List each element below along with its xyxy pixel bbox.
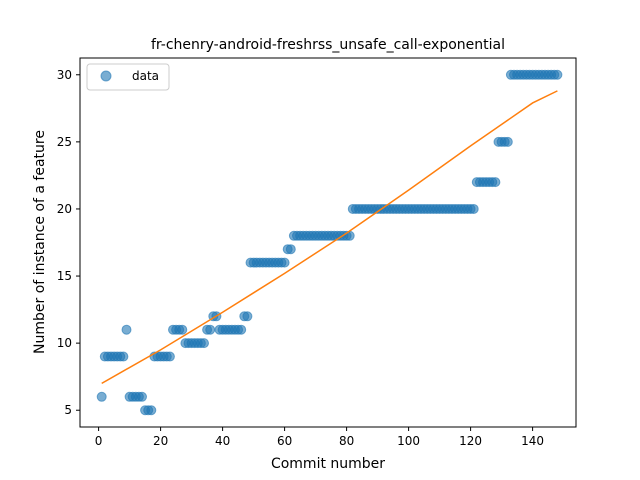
data-point [96,391,107,402]
chart-title: fr-chenry-android-freshrss_unsafe_call-e… [151,37,505,53]
data-point [502,136,513,147]
x-tick-label: 140 [521,434,544,448]
y-axis-label: Number of instance of a feature [32,130,48,354]
x-tick-label: 80 [339,434,354,448]
x-tick-label: 100 [397,434,420,448]
data-point [146,405,157,416]
y-tick-label: 10 [57,336,72,350]
data-point [121,324,132,335]
data-point [279,257,290,268]
data-point [552,69,563,80]
x-axis-label: Commit number [271,456,385,472]
data-point [177,324,188,335]
data-point [490,177,501,188]
data-point [236,324,247,335]
x-tick-label: 40 [215,434,230,448]
x-tick-label: 120 [459,434,482,448]
data-point [205,324,216,335]
x-tick-label: 20 [153,434,168,448]
legend: data [86,63,170,91]
data-point [242,311,253,322]
data-point [164,351,175,362]
x-tick-label: 0 [95,434,103,448]
legend-marker [100,70,112,82]
y-tick-label: 30 [57,68,72,82]
y-tick-label: 25 [57,135,72,149]
y-tick-label: 15 [57,269,72,283]
legend-label-data: data [132,69,159,83]
data-point [285,244,296,255]
x-axis-ticks: 0 20 40 60 80 100 120 140 [95,427,544,448]
axes-frame [79,57,577,428]
data-point [118,351,129,362]
x-tick-label: 60 [277,434,292,448]
data-point [468,203,479,214]
y-tick-label: 20 [57,202,72,216]
legend-box [86,63,170,91]
fit-line [101,90,558,385]
data-point [137,391,147,402]
data-point [199,338,209,349]
y-axis-ticks: 5 10 15 20 25 30 [57,68,80,417]
y-tick-label: 5 [64,403,72,417]
plot-area [96,69,563,416]
